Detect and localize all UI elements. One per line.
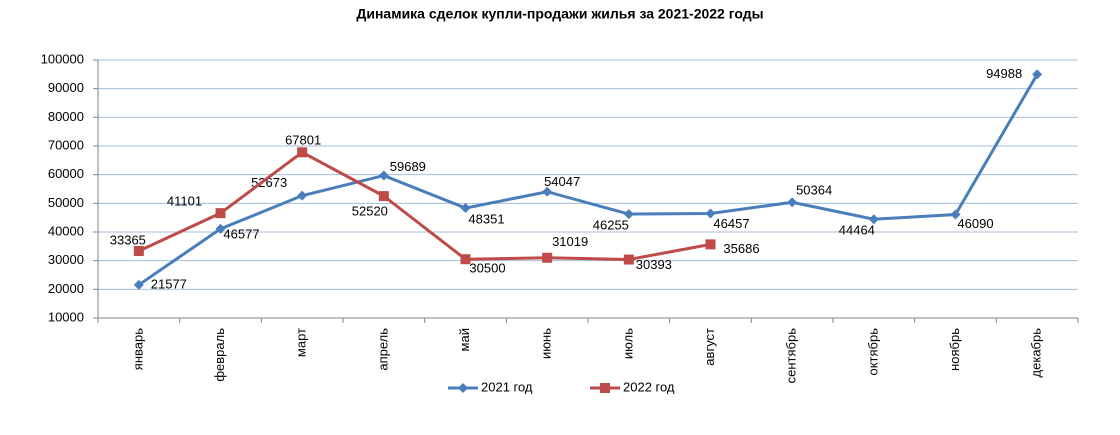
y-tick-label: 50000 [48, 195, 84, 210]
y-tick-label: 100000 [41, 51, 84, 66]
series-line [137, 73, 1039, 287]
data-label: 67801 [285, 133, 321, 148]
marker [460, 254, 471, 265]
y-tick-label: 30000 [48, 252, 84, 267]
y-tick-label: 70000 [48, 137, 84, 152]
marker [623, 254, 634, 265]
marker [133, 246, 144, 257]
marker [1032, 69, 1043, 80]
data-label: 46090 [957, 216, 993, 231]
marker [950, 209, 961, 220]
y-tick-label: 20000 [48, 281, 84, 296]
marker [215, 208, 226, 219]
marker [787, 197, 798, 208]
y-tick-label: 40000 [48, 223, 84, 238]
data-label: 46457 [713, 216, 749, 231]
chart-title: Динамика сделок купли-продажи жилья за 2… [356, 6, 763, 22]
marker [868, 214, 879, 225]
x-tick-label: ноябрь [947, 328, 962, 371]
x-tick-label: август [702, 328, 717, 366]
marker [297, 190, 308, 201]
series-line [138, 150, 711, 262]
x-tick-label: февраль [212, 328, 227, 382]
data-label: 52520 [352, 204, 388, 219]
marker [600, 383, 610, 393]
y-tick-label: 90000 [48, 80, 84, 95]
marker [623, 209, 634, 220]
data-label: 94988 [986, 66, 1022, 81]
marker [460, 203, 471, 214]
x-tick-label: июнь [539, 328, 554, 359]
marker [297, 147, 308, 158]
y-tick-label: 60000 [48, 166, 84, 181]
marker [705, 239, 716, 250]
marker [542, 252, 553, 263]
marker [458, 383, 468, 393]
x-tick-label: декабрь [1029, 328, 1044, 378]
data-label: 30393 [636, 257, 672, 272]
data-label: 48351 [468, 211, 504, 226]
legend-label: 2022 год [623, 379, 675, 394]
data-label: 52673 [251, 175, 287, 190]
data-label: 21577 [151, 276, 187, 291]
x-tick-label: июль [620, 328, 635, 359]
x-tick-label: октябрь [865, 328, 880, 376]
data-label: 31019 [552, 234, 588, 249]
y-tick-label: 80000 [48, 109, 84, 124]
x-tick-label: сентябрь [784, 328, 799, 384]
x-tick-label: март [294, 328, 309, 357]
data-label: 46255 [593, 218, 629, 233]
y-tick-label: 10000 [48, 309, 84, 324]
marker [705, 208, 716, 219]
data-label: 44464 [839, 223, 875, 238]
marker [215, 223, 226, 234]
marker [133, 279, 144, 290]
data-label: 59689 [390, 159, 426, 174]
marker [378, 170, 389, 181]
data-label: 50364 [796, 183, 832, 198]
x-tick-label: апрель [375, 328, 390, 371]
data-label: 41101 [167, 193, 202, 208]
data-label: 35686 [723, 241, 759, 256]
x-tick-label: май [457, 328, 472, 351]
data-label: 54047 [544, 174, 580, 189]
x-tick-label: январь [130, 328, 145, 370]
data-label: 33365 [110, 232, 146, 247]
data-label: 30500 [469, 261, 505, 276]
marker [542, 186, 553, 197]
marker [378, 191, 389, 202]
legend-label: 2021 год [481, 379, 533, 394]
data-label: 46577 [223, 227, 259, 242]
